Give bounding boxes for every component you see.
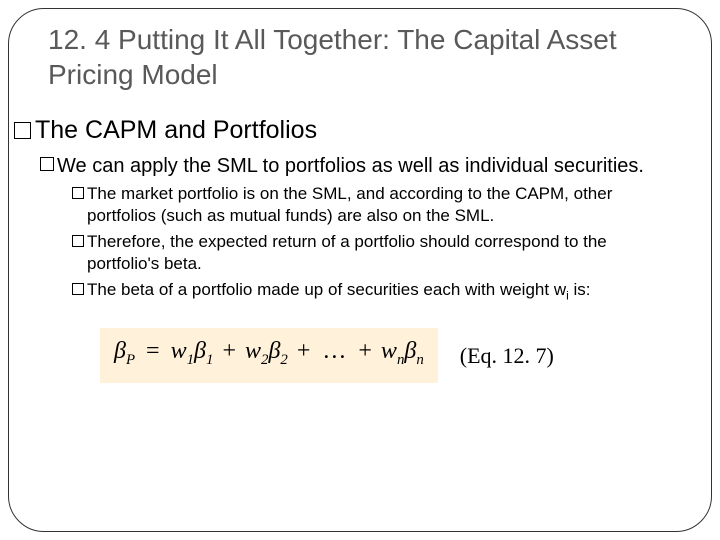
heading-level-2-text: We can apply the SML to portfolios as we… — [57, 153, 644, 179]
eq-beta: β — [268, 338, 280, 364]
eq-sub-1: 1 — [206, 352, 213, 368]
equation-box: βP = w1β1 + w2β2 + … + wnβn — [100, 328, 438, 383]
bullet-text: The market portfolio is on the SML, and … — [87, 183, 660, 227]
bullet-row: The market portfolio is on the SML, and … — [0, 181, 720, 229]
eq-w: w — [381, 338, 397, 364]
bullet-row: Therefore, the expected return of a port… — [0, 229, 720, 277]
bullet-box-icon — [14, 122, 31, 139]
slide-title: 12. 4 Putting It All Together: The Capit… — [0, 14, 720, 110]
heading-level-2-row: We can apply the SML to portfolios as we… — [0, 151, 720, 181]
bullet-text-composite: The beta of a portfolio made up of secur… — [87, 279, 591, 304]
bullet-row: The beta of a portfolio made up of secur… — [0, 277, 720, 306]
slide-content: 12. 4 Putting It All Together: The Capit… — [0, 14, 720, 383]
bullet-box-icon — [72, 283, 84, 295]
eq-beta: β — [114, 338, 126, 364]
bullet-text-post: is: — [569, 280, 591, 299]
eq-sub-2: 2 — [280, 352, 287, 368]
eq-plus: + — [294, 338, 314, 364]
eq-beta: β — [404, 338, 416, 364]
equation-label: (Eq. 12. 7) — [460, 343, 554, 369]
eq-dots: … — [319, 338, 349, 364]
eq-plus: + — [355, 338, 375, 364]
eq-plus: + — [219, 338, 239, 364]
equation-row: βP = w1β1 + w2β2 + … + wnβn (Eq. 12. 7) — [0, 306, 720, 383]
eq-w: w — [245, 338, 261, 364]
bullet-text-pre: The beta of a portfolio made up of secur… — [87, 280, 566, 299]
eq-sub-p: P — [126, 352, 135, 368]
heading-level-1-row: The CAPM and Portfolios — [0, 110, 720, 151]
heading-level-1-text: The CAPM and Portfolios — [35, 116, 317, 145]
eq-sub-1: 1 — [187, 352, 194, 368]
eq-equals: = — [141, 338, 165, 364]
bullet-box-icon — [72, 187, 84, 199]
bullet-box-icon — [72, 235, 84, 247]
eq-beta: β — [194, 338, 206, 364]
eq-sub-n: n — [416, 352, 423, 368]
eq-w: w — [171, 338, 187, 364]
bullet-box-icon — [40, 157, 54, 171]
bullet-text: Therefore, the expected return of a port… — [87, 231, 660, 275]
